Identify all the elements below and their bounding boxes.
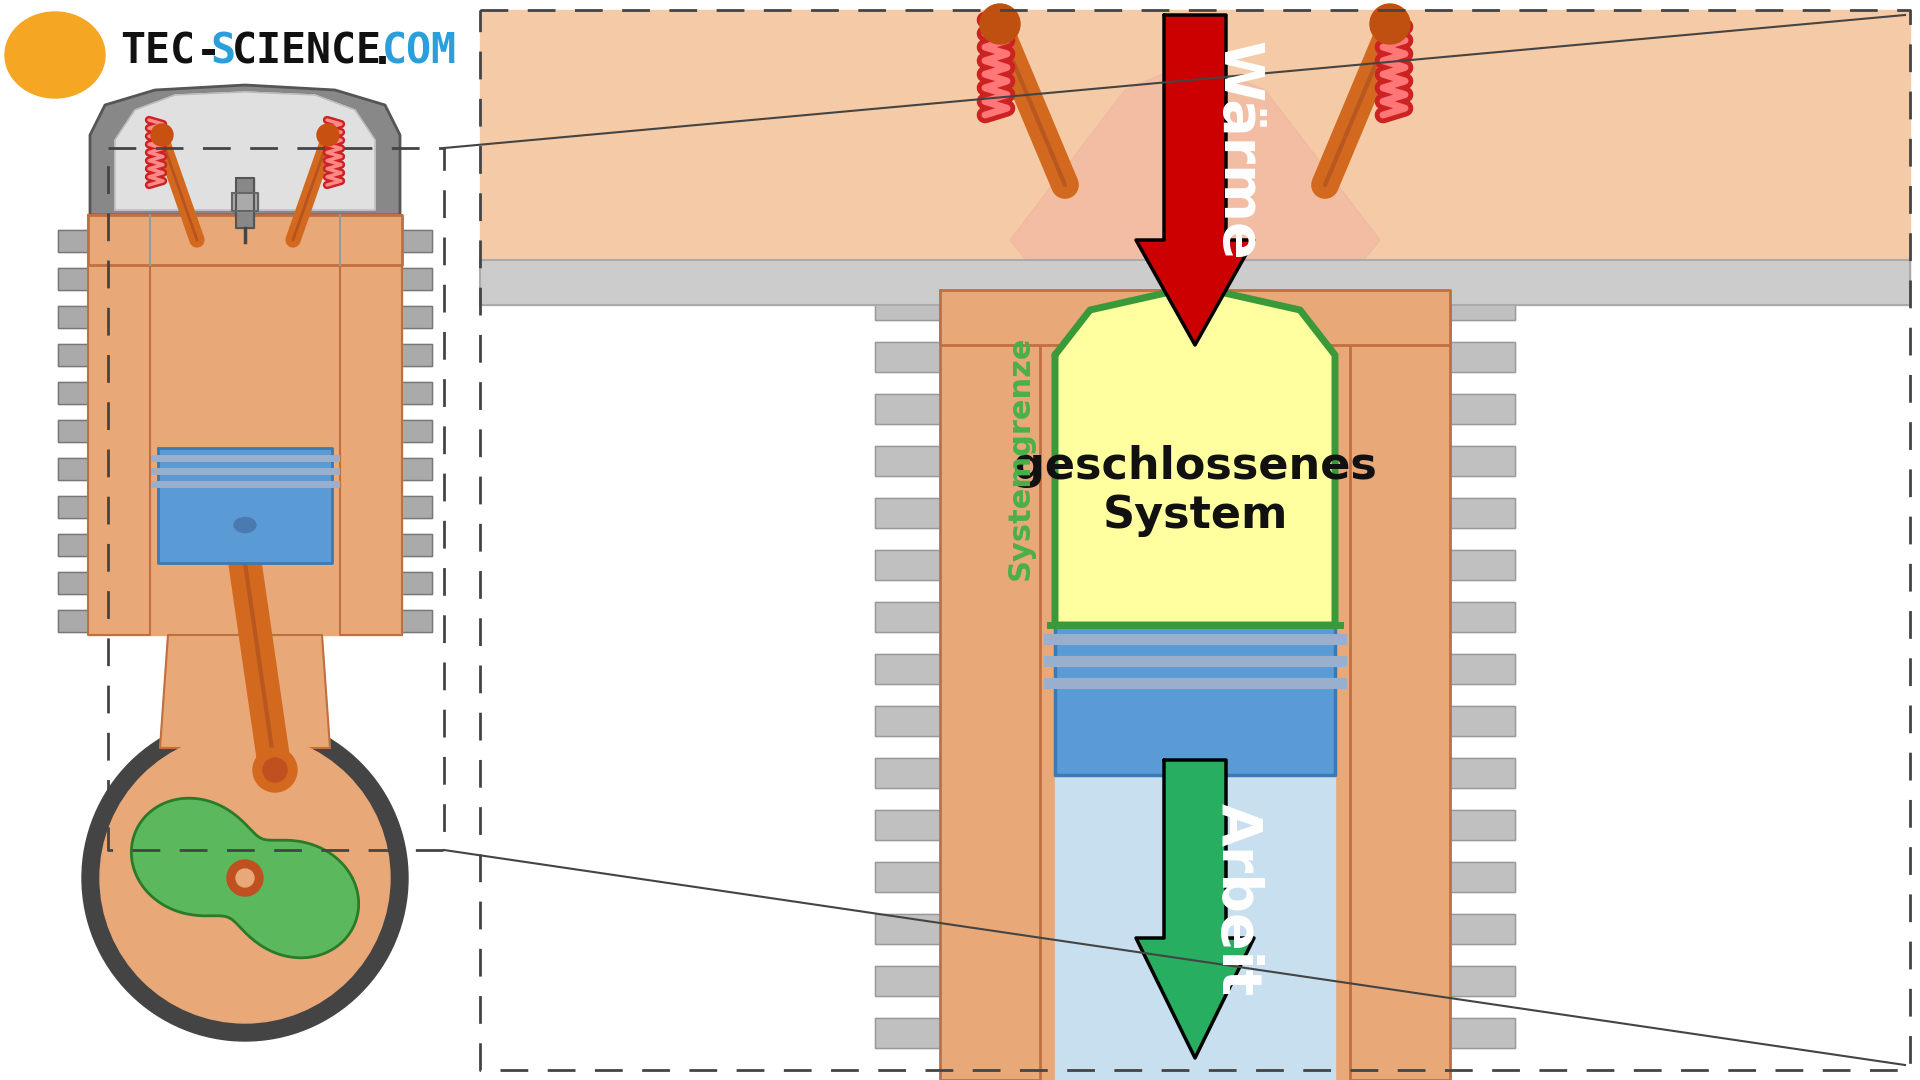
- Polygon shape: [1054, 625, 1334, 775]
- Polygon shape: [340, 215, 401, 635]
- Polygon shape: [1137, 760, 1254, 1058]
- Circle shape: [152, 124, 173, 146]
- Polygon shape: [941, 291, 1041, 1080]
- Circle shape: [253, 748, 298, 792]
- Polygon shape: [876, 862, 1048, 892]
- Polygon shape: [480, 10, 1910, 1070]
- Circle shape: [263, 758, 286, 782]
- Polygon shape: [876, 342, 1048, 372]
- Polygon shape: [1342, 706, 1515, 735]
- Polygon shape: [1054, 280, 1334, 625]
- Polygon shape: [1010, 60, 1380, 291]
- Text: S: S: [209, 31, 234, 73]
- Polygon shape: [1342, 654, 1515, 684]
- Text: Wärme: Wärme: [1210, 41, 1263, 261]
- Polygon shape: [90, 85, 399, 215]
- Circle shape: [979, 4, 1020, 44]
- Polygon shape: [58, 534, 156, 556]
- Polygon shape: [88, 215, 150, 635]
- Polygon shape: [58, 420, 156, 442]
- Polygon shape: [334, 268, 432, 291]
- Circle shape: [317, 124, 340, 146]
- Polygon shape: [876, 1018, 1048, 1048]
- Polygon shape: [88, 215, 401, 265]
- Polygon shape: [1342, 966, 1515, 996]
- Polygon shape: [1342, 810, 1515, 840]
- Polygon shape: [1342, 758, 1515, 788]
- Polygon shape: [1342, 342, 1515, 372]
- Polygon shape: [334, 420, 432, 442]
- Polygon shape: [876, 654, 1048, 684]
- Polygon shape: [1137, 15, 1254, 345]
- Polygon shape: [1342, 914, 1515, 944]
- Text: CIENCE: CIENCE: [232, 31, 382, 73]
- Circle shape: [100, 733, 390, 1023]
- Text: TEC: TEC: [119, 31, 196, 73]
- Polygon shape: [159, 635, 330, 748]
- Polygon shape: [1054, 775, 1334, 1080]
- Polygon shape: [876, 498, 1048, 528]
- Polygon shape: [58, 458, 156, 480]
- Text: Arbeit: Arbeit: [1210, 804, 1263, 997]
- Polygon shape: [232, 193, 257, 211]
- Polygon shape: [58, 572, 156, 594]
- Polygon shape: [1350, 291, 1450, 1080]
- Polygon shape: [876, 394, 1048, 424]
- Polygon shape: [58, 230, 156, 252]
- Text: .: .: [371, 31, 396, 73]
- Circle shape: [83, 715, 407, 1041]
- Polygon shape: [480, 10, 1910, 300]
- Polygon shape: [876, 914, 1048, 944]
- Circle shape: [236, 869, 253, 887]
- Polygon shape: [1342, 394, 1515, 424]
- Polygon shape: [58, 268, 156, 291]
- Polygon shape: [480, 260, 1910, 305]
- Polygon shape: [876, 602, 1048, 632]
- Text: COM: COM: [382, 31, 457, 73]
- Polygon shape: [1342, 446, 1515, 476]
- Polygon shape: [876, 810, 1048, 840]
- Polygon shape: [236, 178, 253, 228]
- Text: Systemgrenze: Systemgrenze: [1006, 335, 1035, 580]
- Polygon shape: [150, 215, 340, 635]
- Polygon shape: [334, 610, 432, 632]
- Polygon shape: [1342, 862, 1515, 892]
- Polygon shape: [334, 458, 432, 480]
- Polygon shape: [334, 345, 432, 366]
- Polygon shape: [876, 446, 1048, 476]
- Ellipse shape: [234, 207, 255, 219]
- Text: geschlossenes
System: geschlossenes System: [1014, 445, 1377, 538]
- Ellipse shape: [234, 517, 255, 532]
- Polygon shape: [1342, 602, 1515, 632]
- Polygon shape: [1041, 291, 1350, 1080]
- Polygon shape: [1342, 291, 1515, 320]
- Polygon shape: [876, 291, 1048, 320]
- Polygon shape: [334, 306, 432, 328]
- Polygon shape: [334, 534, 432, 556]
- Circle shape: [227, 860, 263, 896]
- Polygon shape: [876, 758, 1048, 788]
- Polygon shape: [334, 382, 432, 404]
- Polygon shape: [941, 291, 1450, 345]
- Polygon shape: [876, 966, 1048, 996]
- Polygon shape: [334, 230, 432, 252]
- Polygon shape: [1342, 498, 1515, 528]
- Circle shape: [1371, 4, 1409, 44]
- Polygon shape: [157, 448, 332, 563]
- Polygon shape: [58, 382, 156, 404]
- Polygon shape: [876, 550, 1048, 580]
- Polygon shape: [115, 92, 374, 210]
- Polygon shape: [1342, 1018, 1515, 1048]
- Polygon shape: [58, 345, 156, 366]
- Polygon shape: [1342, 550, 1515, 580]
- Polygon shape: [58, 610, 156, 632]
- Polygon shape: [334, 496, 432, 518]
- Polygon shape: [334, 572, 432, 594]
- Polygon shape: [58, 496, 156, 518]
- Polygon shape: [58, 306, 156, 328]
- Polygon shape: [876, 706, 1048, 735]
- Ellipse shape: [6, 12, 106, 98]
- Text: -: -: [196, 31, 221, 73]
- Polygon shape: [131, 798, 359, 958]
